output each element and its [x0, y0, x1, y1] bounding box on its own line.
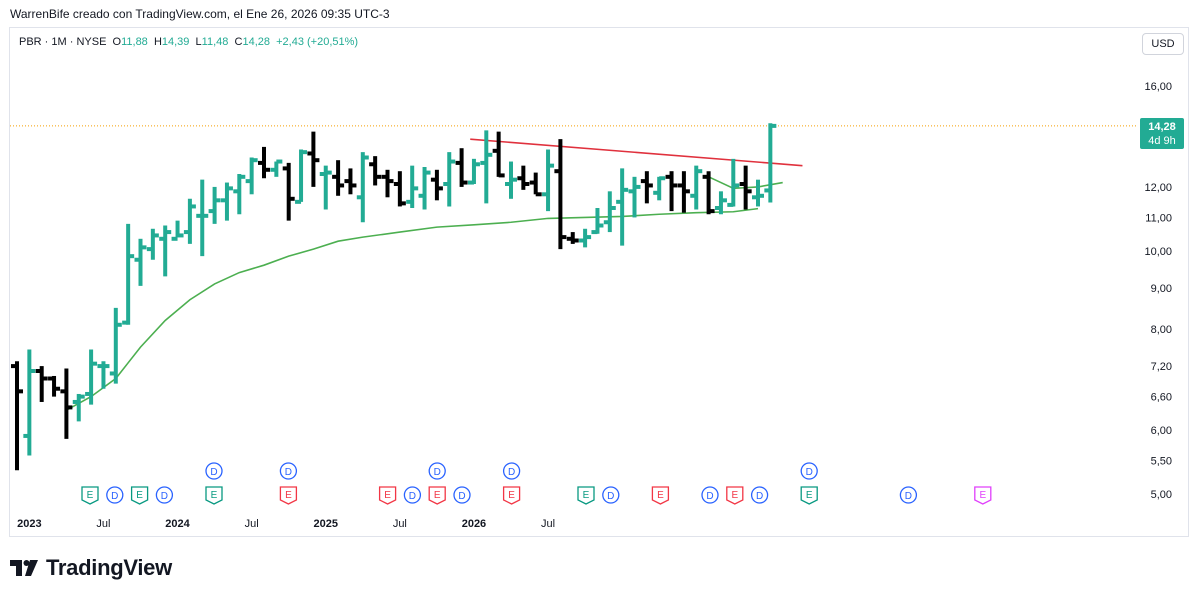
legend-symbol: PBR · 1M · NYSE [19, 36, 107, 48]
legend-open-value: 11,88 [121, 36, 148, 48]
brand-name: TradingView [46, 555, 172, 580]
legend-close-value: 14,28 [242, 36, 270, 48]
last-price-value: 14,28 [1148, 121, 1176, 133]
bar-countdown: 4d 9h [1148, 135, 1176, 147]
legend-high-label: H [153, 36, 162, 48]
header-caption: WarrenBife creado con TradingView.com, e… [10, 7, 390, 21]
legend-close-label: C [234, 36, 243, 48]
legend-open-label: O [112, 36, 122, 48]
legend-low-value: 11,48 [201, 36, 229, 48]
tradingview-logo-icon [10, 560, 38, 576]
legend-low-label: L [195, 36, 202, 48]
currency-button[interactable]: USD [1142, 33, 1184, 55]
chart-frame[interactable] [9, 27, 1189, 537]
legend-high-value: 14,39 [161, 36, 190, 48]
tradingview-brand[interactable]: TradingView [10, 555, 172, 581]
ohlc-legend: PBR · 1M · NYSE O11,88 H14,39 L11,48 C14… [19, 36, 358, 48]
last-price-badge: 14,28 4d 9h [1140, 118, 1184, 149]
legend-change: +2,43 (+20,51%) [276, 36, 359, 48]
